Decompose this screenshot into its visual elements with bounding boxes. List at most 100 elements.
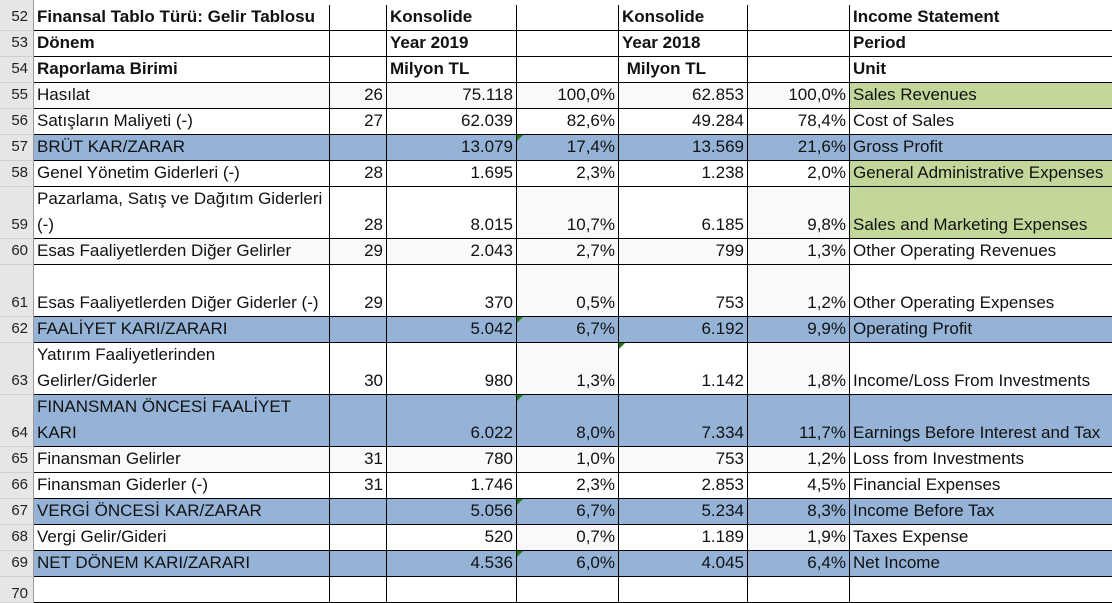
cell-pct-2018[interactable]: 1,3% — [748, 239, 850, 265]
cell-value-2019[interactable]: 5.056 — [387, 499, 517, 525]
cell-label[interactable]: Finansman Giderler (-) — [34, 473, 330, 499]
cell-note[interactable]: 26 — [330, 83, 387, 109]
cell-pct-2018[interactable]: 8,3% — [748, 499, 850, 525]
row-header[interactable]: 62 — [0, 317, 34, 343]
cell-pct-2019[interactable]: 0,5% — [517, 265, 619, 317]
cell-note[interactable] — [330, 135, 387, 161]
cell-note[interactable] — [330, 499, 387, 525]
cell-pct-2019[interactable]: 17,4% — [517, 135, 619, 161]
cell-note[interactable] — [330, 57, 387, 83]
cell-pct-2019[interactable]: 6,0% — [517, 551, 619, 577]
cell-pct-2019[interactable]: 2,3% — [517, 473, 619, 499]
cell-pct-2019[interactable]: 100,0% — [517, 83, 619, 109]
cell-2018-pct[interactable] — [748, 5, 850, 31]
cell-pct-2018[interactable]: 4,5% — [748, 473, 850, 499]
cell-2018-pct[interactable] — [748, 31, 850, 57]
cell-pct-2019[interactable]: 1,0% — [517, 447, 619, 473]
row-header[interactable]: 59 — [0, 187, 34, 239]
cell-value-2019[interactable]: 62.039 — [387, 109, 517, 135]
cell-note[interactable] — [330, 525, 387, 551]
cell-value-2018[interactable]: 753 — [619, 447, 748, 473]
cell-english[interactable]: Net Income — [850, 551, 1112, 577]
cell-value-2019[interactable]: 13.079 — [387, 135, 517, 161]
cell-label[interactable]: Genel Yönetim Giderleri (-) — [34, 161, 330, 187]
cell-value-2018[interactable]: 1.189 — [619, 525, 748, 551]
cell-2019-header[interactable]: Year 2019 — [387, 31, 517, 57]
cell-pct-2019[interactable] — [517, 577, 619, 603]
cell-2019-pct[interactable] — [517, 31, 619, 57]
cell-2019-pct[interactable] — [517, 57, 619, 83]
cell-label[interactable]: FINANSMAN ÖNCESİ FAALİYET KARI — [34, 395, 330, 447]
cell-english[interactable]: Income Statement — [850, 5, 1112, 31]
row-header[interactable]: 52 — [0, 5, 34, 31]
cell-english[interactable]: Financial Expenses — [850, 473, 1112, 499]
cell-pct-2018[interactable]: 1,2% — [748, 447, 850, 473]
cell-label[interactable]: Yatırım Faaliyetlerinden Gelirler/Giderl… — [34, 343, 330, 395]
cell-value-2018[interactable]: 7.334 — [619, 395, 748, 447]
cell-value-2018[interactable]: 49.284 — [619, 109, 748, 135]
cell-value-2018[interactable]: 1.142 — [619, 343, 748, 395]
row-header[interactable]: 55 — [0, 83, 34, 109]
cell-value-2019[interactable]: 8.015 — [387, 187, 517, 239]
cell-label[interactable]: Satışların Maliyeti (-) — [34, 109, 330, 135]
cell-value-2018[interactable]: 4.045 — [619, 551, 748, 577]
cell-value-2019[interactable]: 4.536 — [387, 551, 517, 577]
cell-english[interactable]: Operating Profit — [850, 317, 1112, 343]
cell-english[interactable]: General Administrative Expenses — [850, 161, 1112, 187]
cell-value-2019[interactable]: 75.118 — [387, 83, 517, 109]
cell-label[interactable]: Dönem — [34, 31, 330, 57]
cell-pct-2018[interactable]: 1,8% — [748, 343, 850, 395]
cell-label[interactable]: Esas Faaliyetlerden Diğer Giderler (-) — [34, 265, 330, 317]
cell-value-2019[interactable]: 520 — [387, 525, 517, 551]
cell-english[interactable]: Gross Profit — [850, 135, 1112, 161]
cell-value-2019[interactable]: 2.043 — [387, 239, 517, 265]
cell-label[interactable]: Esas Faaliyetlerden Diğer Gelirler — [34, 239, 330, 265]
cell-value-2019[interactable]: 5.042 — [387, 317, 517, 343]
cell-2018-header[interactable]: Year 2018 — [619, 31, 748, 57]
cell-label[interactable]: Vergi Gelir/Gideri — [34, 525, 330, 551]
cell-value-2018[interactable]: 6.185 — [619, 187, 748, 239]
cell-2018-header[interactable]: Milyon TL — [619, 57, 748, 83]
cell-label[interactable]: BRÜT KAR/ZARAR — [34, 135, 330, 161]
cell-pct-2019[interactable]: 10,7% — [517, 187, 619, 239]
cell-value-2018[interactable]: 753 — [619, 265, 748, 317]
cell-value-2018[interactable]: 62.853 — [619, 83, 748, 109]
cell-label[interactable]: Raporlama Birimi — [34, 57, 330, 83]
cell-note[interactable] — [330, 577, 387, 603]
cell-value-2019[interactable]: 6.022 — [387, 395, 517, 447]
cell-pct-2019[interactable]: 0,7% — [517, 525, 619, 551]
cell-note[interactable] — [330, 395, 387, 447]
cell-pct-2019[interactable]: 82,6% — [517, 109, 619, 135]
cell-value-2018[interactable]: 13.569 — [619, 135, 748, 161]
cell-english[interactable]: Sales and Marketing Expenses — [850, 187, 1112, 239]
row-header[interactable]: 56 — [0, 109, 34, 135]
cell-note[interactable]: 27 — [330, 109, 387, 135]
cell-english[interactable] — [850, 577, 1112, 603]
cell-pct-2018[interactable]: 100,0% — [748, 83, 850, 109]
cell-pct-2018[interactable]: 1,2% — [748, 265, 850, 317]
cell-pct-2019[interactable]: 6,7% — [517, 317, 619, 343]
cell-value-2019[interactable]: 980 — [387, 343, 517, 395]
cell-note[interactable]: 28 — [330, 161, 387, 187]
cell-value-2018[interactable] — [619, 577, 748, 603]
cell-label[interactable]: VERGİ ÖNCESİ KAR/ZARAR — [34, 499, 330, 525]
cell-value-2019[interactable]: 370 — [387, 265, 517, 317]
cell-pct-2018[interactable] — [748, 577, 850, 603]
cell-note[interactable]: 28 — [330, 187, 387, 239]
cell-english[interactable]: Other Operating Revenues — [850, 239, 1112, 265]
row-header[interactable]: 61 — [0, 265, 34, 317]
cell-label[interactable]: Finansal Tablo Türü: Gelir Tablosu — [34, 5, 330, 31]
row-header[interactable]: 65 — [0, 447, 34, 473]
cell-english[interactable]: Cost of Sales — [850, 109, 1112, 135]
cell-2018-header[interactable]: Konsolide — [619, 5, 748, 31]
cell-pct-2019[interactable]: 8,0% — [517, 395, 619, 447]
cell-pct-2018[interactable]: 2,0% — [748, 161, 850, 187]
cell-label[interactable]: NET DÖNEM KARI/ZARARI — [34, 551, 330, 577]
cell-value-2019[interactable]: 1.695 — [387, 161, 517, 187]
cell-2019-header[interactable]: Milyon TL — [387, 57, 517, 83]
cell-english[interactable]: Period — [850, 31, 1112, 57]
cell-note[interactable]: 29 — [330, 265, 387, 317]
cell-pct-2018[interactable]: 11,7% — [748, 395, 850, 447]
row-header[interactable]: 53 — [0, 31, 34, 57]
row-header[interactable]: 68 — [0, 525, 34, 551]
